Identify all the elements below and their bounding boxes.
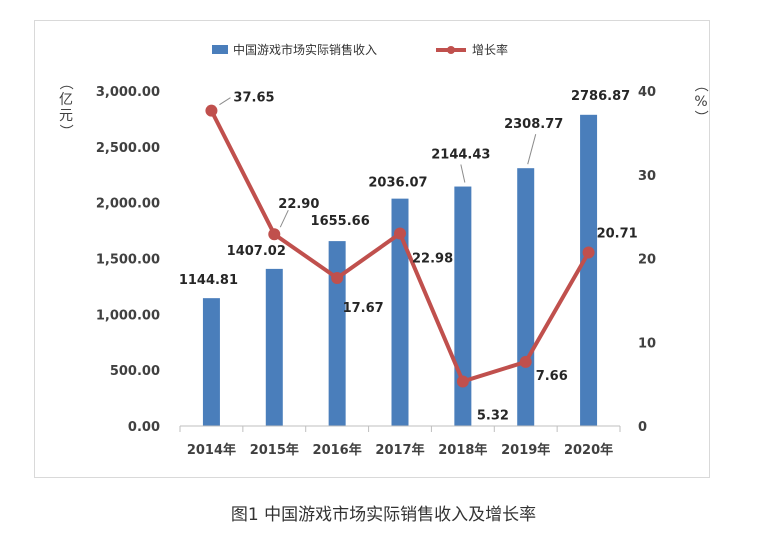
growth-point xyxy=(331,272,344,285)
bar xyxy=(454,186,472,426)
bar-value-label: 1144.81 xyxy=(179,273,238,288)
line-value-label: 22.90 xyxy=(278,197,319,212)
y-left-tick-label: 2,500.00 xyxy=(96,141,160,156)
bar-series xyxy=(202,114,598,427)
data-labels: 1144.81 1407.02 1655.66 2036.07 2144.43 2308.… xyxy=(179,89,638,424)
x-tick-label: 2018年 xyxy=(438,442,487,458)
y-right-title-char: ） xyxy=(692,110,708,124)
x-tick-label: 2019年 xyxy=(501,442,550,458)
leader-line xyxy=(279,209,289,228)
y-axis-left-ticks: 0.00 500.00 1,000.00 1,500.00 2,000.00 2,500.… xyxy=(96,85,160,435)
bar-value-label: 1407.02 xyxy=(227,244,286,259)
y-left-title-char: 亿 xyxy=(59,92,73,108)
y-left-tick-label: 500.00 xyxy=(110,364,160,379)
bar xyxy=(517,168,535,426)
x-tick-label: 2017年 xyxy=(375,442,424,458)
line-value-label: 17.67 xyxy=(343,301,384,316)
bar xyxy=(265,268,283,426)
y-left-tick-label: 1,000.00 xyxy=(96,308,160,323)
y-left-tick-label: 0.00 xyxy=(128,420,160,435)
growth-point xyxy=(268,228,281,241)
chart-legend: 中国游戏市场实际销售收入 增长率 xyxy=(212,42,508,57)
leader-line xyxy=(460,164,466,183)
y-left-tick-label: 1,500.00 xyxy=(96,253,160,268)
x-tick-label: 2020年 xyxy=(564,442,613,458)
leader-line xyxy=(219,97,231,106)
growth-point xyxy=(394,227,406,240)
y-right-tick-label: 0 xyxy=(638,420,647,435)
y-left-title-char: 元 xyxy=(59,108,73,124)
line-value-label: 37.65 xyxy=(233,91,274,106)
y-axis-left-title: （ 亿元） xyxy=(57,76,73,138)
growth-point xyxy=(456,375,469,388)
bar-value-label: 2786.87 xyxy=(571,89,630,104)
x-tick-label: 2015年 xyxy=(250,442,299,458)
legend-swatch-revenue xyxy=(212,45,228,54)
bar xyxy=(328,241,346,426)
x-tick-label: 2014年 xyxy=(187,442,236,458)
leader-line xyxy=(527,134,537,165)
line-series xyxy=(205,104,595,388)
y-right-tick-label: 30 xyxy=(638,169,656,184)
bar-value-label: 2144.43 xyxy=(431,148,490,163)
legend-marker-growth xyxy=(447,46,455,54)
x-tick-label: 2016年 xyxy=(313,442,362,458)
growth-point xyxy=(519,355,532,368)
y-left-title-char: ） xyxy=(57,124,73,138)
line-value-label: 5.32 xyxy=(477,408,509,423)
bar xyxy=(580,114,598,427)
legend-label-revenue: 中国游戏市场实际销售收入 xyxy=(233,42,377,57)
y-right-tick-label: 40 xyxy=(638,85,656,100)
line-value-label: 22.98 xyxy=(412,252,453,267)
figure-caption: 图1 中国游戏市场实际销售收入及增长率 xyxy=(230,505,537,525)
y-right-title-char: （ xyxy=(692,78,708,92)
chart-frame xyxy=(34,20,710,478)
y-right-title-char: % xyxy=(694,94,707,110)
y-left-tick-label: 2,000.00 xyxy=(96,197,160,212)
y-right-tick-label: 10 xyxy=(638,336,656,351)
y-axis-right-ticks: 0 10 20 30 40 xyxy=(638,85,656,435)
y-left-title-char: （ xyxy=(57,76,73,90)
bar xyxy=(202,298,220,426)
x-axis: 2014年 2015年 2016年 2017年 2018年 2019年 2020年 xyxy=(179,425,621,458)
line-value-label: 20.71 xyxy=(597,227,638,242)
y-axis-right-title: （%） xyxy=(692,78,708,124)
bar-value-label: 2036.07 xyxy=(368,176,427,191)
y-left-tick-label: 3,000.00 xyxy=(96,85,160,100)
y-right-tick-label: 20 xyxy=(638,253,656,268)
bar xyxy=(391,198,409,426)
growth-point xyxy=(582,246,595,259)
legend-label-growth: 增长率 xyxy=(472,42,508,57)
growth-point xyxy=(205,104,218,117)
bar-value-label: 1655.66 xyxy=(311,214,370,229)
line-value-label: 7.66 xyxy=(536,369,568,384)
bar-value-label: 2308.77 xyxy=(504,117,563,132)
